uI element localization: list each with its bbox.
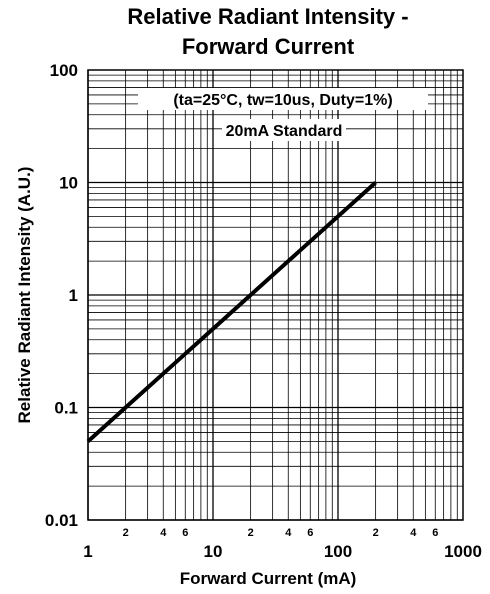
x-minor-label: 6 — [182, 527, 188, 539]
x-tick-labels: 1 10 100 1000 — [83, 542, 482, 561]
x-minor-labels: 2 4 6 2 4 6 2 4 6 — [123, 527, 439, 539]
y-tick-label: 0.1 — [54, 399, 78, 418]
series-line — [86, 181, 377, 443]
annotation-2-bg — [222, 119, 346, 141]
x-minor-label: 4 — [410, 527, 417, 539]
annotation-conditions: (ta=25°C, tw=10us, Duty=1%) — [173, 92, 392, 109]
x-axis-label: Forward Current (mA) — [180, 569, 357, 588]
x-minor-label: 6 — [307, 527, 313, 539]
x-minor-label: 2 — [248, 527, 254, 539]
y-tick-labels: 100 10 1 0.1 0.01 — [45, 61, 78, 530]
annotation-standard: 20mA Standard — [226, 123, 343, 140]
x-minor-label: 2 — [123, 527, 129, 539]
x-tick-label: 100 — [324, 542, 352, 561]
y-tick-label: 10 — [59, 174, 78, 193]
chart-title-line-1: Relative Radiant Intensity - — [127, 4, 408, 29]
x-minor-label: 4 — [160, 527, 167, 539]
y-tick-label: 1 — [69, 286, 78, 305]
annotation-1-bg — [138, 88, 428, 110]
y-tick-label: 0.01 — [45, 511, 78, 530]
x-minor-label: 4 — [285, 527, 292, 539]
plot-frame — [87, 69, 464, 521]
x-tick-label: 1 — [83, 542, 92, 561]
grid — [87, 70, 463, 521]
x-tick-label: 1000 — [444, 542, 482, 561]
x-minor-label: 2 — [373, 527, 379, 539]
y-axis-label: Relative Radiant Intensity (A.U.) — [15, 167, 34, 424]
x-minor-label: 6 — [432, 527, 438, 539]
y-tick-label: 100 — [50, 61, 78, 80]
chart-title-line-2: Forward Current — [182, 34, 355, 59]
x-tick-label: 10 — [204, 542, 223, 561]
series-group — [86, 181, 377, 443]
